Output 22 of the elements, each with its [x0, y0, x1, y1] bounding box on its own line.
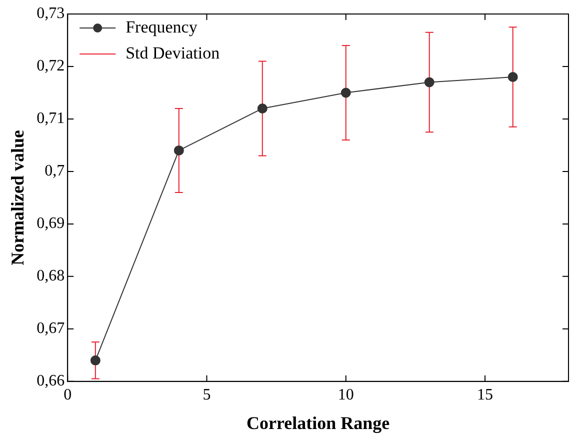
y-tick-label: 0,72 [36, 58, 65, 75]
y-axis-title: Normalized value [7, 130, 28, 266]
y-tick-label: 0,69 [36, 215, 65, 232]
point [257, 103, 268, 114]
x-tick-label: 0 [64, 386, 72, 404]
point [174, 145, 184, 156]
legend-label: Frequency [126, 17, 198, 36]
point [340, 88, 351, 98]
annotation: Std Deviation [126, 43, 220, 62]
y-tick-label: 0,66 [36, 372, 65, 390]
point [90, 355, 100, 366]
y-tick-label: 0,7 [44, 162, 65, 180]
point [508, 72, 518, 82]
y-tick-label: 0,71 [36, 110, 65, 128]
x-tick-label: 15 [477, 386, 494, 404]
x-tick-label: 5 [202, 386, 211, 404]
y-tick-label: 0,68 [36, 268, 65, 285]
point [424, 77, 434, 88]
y-tick-label: 0,67 [36, 320, 65, 338]
x-tick-label: 10 [338, 386, 354, 404]
y-tick-label: 0,73 [36, 5, 65, 22]
x-axis-title: Correlation Range [246, 412, 390, 433]
